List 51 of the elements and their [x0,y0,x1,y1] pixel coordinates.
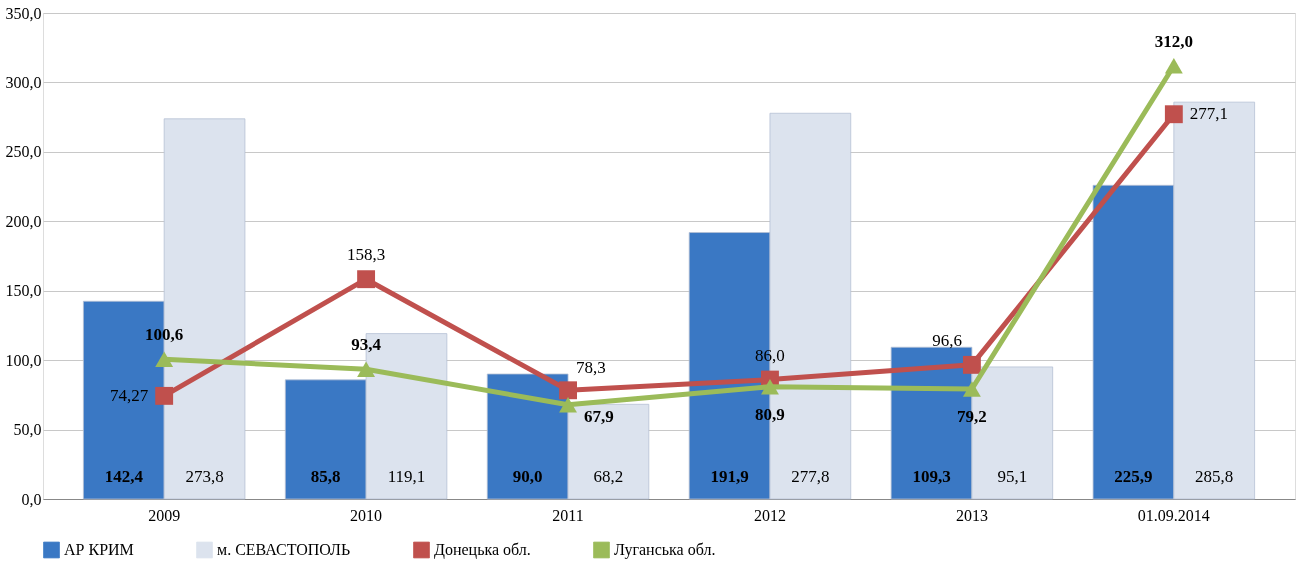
point [155,386,174,405]
data-label: 119,1 [387,467,426,486]
data-label: 78,3 [576,358,606,378]
point [559,396,577,413]
data-label: 273,8 [185,467,224,486]
data-label: 277,1 [1189,104,1229,124]
data-label: 285,8 [1195,467,1234,486]
legend-label: Донецька обл. [434,541,531,559]
data-label: 93,4 [351,335,382,355]
legend-label: Луганська обл. [614,541,716,559]
legend-label: АР КРИМ [64,541,134,558]
data-label: 80,9 [755,404,785,424]
point [761,378,779,395]
data-label: 191,9 [710,467,749,486]
x-tick-label: 2009 [148,506,181,524]
y-tick-label: 200,0 [5,212,42,230]
y-tick-label: 100,0 [5,351,42,369]
y-tick-label: 300,0 [5,73,42,91]
y-tick-label: 50,0 [13,421,42,439]
data-label: 85,8 [310,467,341,486]
data-label: 95,1 [997,467,1028,486]
data-label: 86,0 [755,345,785,365]
data-label: 74,27 [109,385,149,405]
y-tick-label: 350,0 [5,4,42,22]
data-label: 68,2 [593,467,624,486]
point [1164,105,1183,124]
data-label: 225,9 [1114,467,1153,486]
point [962,355,981,374]
data-label: 96,6 [932,330,962,350]
x-tick-label: 2010 [350,506,383,524]
data-label: 109,3 [912,467,951,486]
x-tick-label: 2013 [955,506,988,524]
x-tick-label: 01.09.2014 [1137,506,1210,524]
x-tick-label: 2011 [552,506,584,524]
legend-label: м. СЕВАСТОПОЛЬ [217,541,351,558]
data-label: 67,9 [584,406,614,426]
data-label: 90,0 [512,467,543,486]
point [962,381,981,397]
data-label: 142,4 [104,467,144,486]
x-tick-label: 2012 [753,506,786,524]
point [357,270,376,289]
data-label: 277,8 [791,467,830,486]
point [559,381,577,400]
y-tick-label: 0,0 [21,490,42,508]
point [357,361,376,378]
point [155,351,174,368]
y-tick-label: 250,0 [5,143,42,161]
data-label: 312,0 [1154,31,1193,51]
point [1164,58,1183,74]
y-tick-label: 150,0 [5,282,42,300]
data-label: 158,3 [346,245,386,265]
